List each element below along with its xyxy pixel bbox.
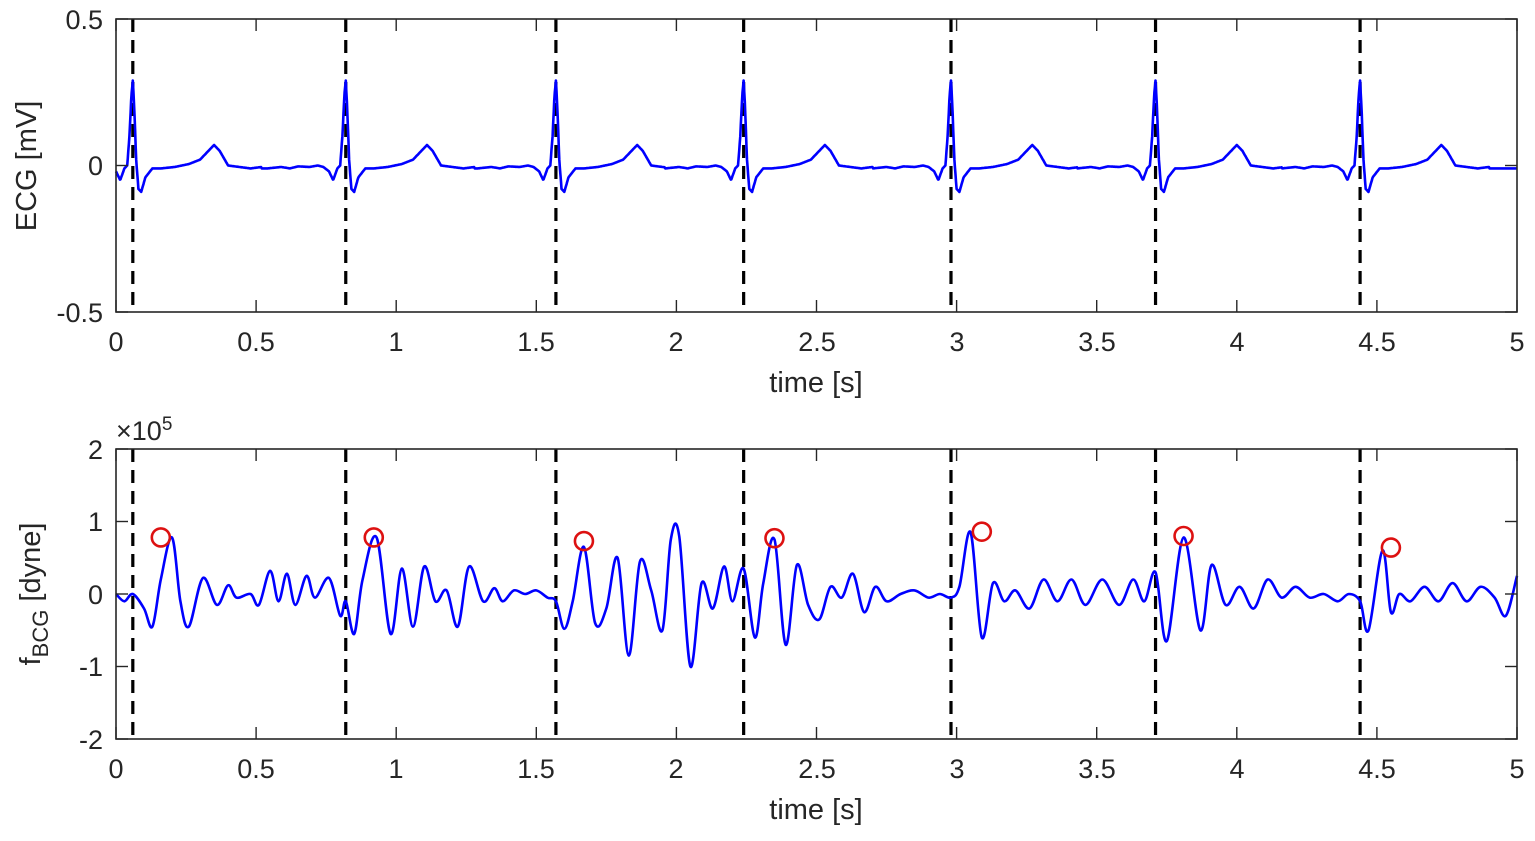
bcg-yaxis-label-main: f — [15, 656, 47, 665]
ecg-xtick-label: 1.5 — [517, 327, 555, 357]
bcg-ticks — [115, 448, 1518, 740]
bcg-peak-marker — [1173, 525, 1194, 547]
bcg-exponent-power: 5 — [162, 414, 173, 435]
bcg-peak-marker — [1380, 537, 1402, 558]
ecg-xtick-label: 2.5 — [798, 327, 836, 357]
bcg-xtick-label: 2.5 — [798, 754, 836, 784]
bcg-peak-marker — [363, 527, 385, 548]
ecg-ticks — [115, 18, 1518, 313]
bcg-peak-marker — [971, 521, 993, 542]
ecg-yaxis-label: ECG [mV] — [11, 101, 43, 232]
bcg-series-line — [115, 522, 1519, 668]
ecg-xtick-label: 3 — [949, 327, 964, 357]
ecg-plot: 0.5 0 -0.5 0 0.5 1 1.5 2 2.5 3 3.5 4 4.5… — [11, 5, 1525, 399]
bcg-xtick-label: 4 — [1229, 754, 1244, 784]
bcg-xtick-label: 5 — [1509, 754, 1524, 784]
bcg-plot-area — [116, 449, 1517, 739]
bcg-xaxis-label: time [s] — [769, 794, 862, 826]
ecg-ytick-label: 0 — [88, 151, 103, 181]
ecg-xtick-label: 0.5 — [237, 327, 275, 357]
ecg-plot-area — [116, 19, 1517, 312]
ecg-xtick-label: 3.5 — [1078, 327, 1116, 357]
bcg-exponent-base: ×10 — [116, 416, 162, 446]
bcg-xtick-label: 4.5 — [1358, 754, 1396, 784]
ecg-ytick-label: -0.5 — [56, 298, 103, 328]
bcg-peak-marker — [573, 530, 595, 552]
bcg-xtick-label: 1 — [388, 754, 403, 784]
ecg-xtick-label: 0 — [108, 327, 123, 357]
bcg-plot: ×105 2 1 0 -1 -2 0 0.5 1 1.5 2 2.5 3 3.5… — [15, 414, 1525, 826]
bcg-exponent-label: ×105 — [116, 414, 172, 446]
ecg-ytick-label: 0.5 — [65, 5, 103, 35]
ecg-xaxis-label: time [s] — [769, 367, 862, 399]
bcg-ytick-label: 2 — [88, 435, 103, 465]
bcg-xtick-label: 0.5 — [237, 754, 275, 784]
bcg-yaxis-label-subscript: BCG — [28, 610, 53, 658]
bcg-ytick-label: -1 — [79, 652, 103, 682]
bcg-ytick-label: 1 — [88, 507, 103, 537]
bcg-yaxis-label-unit: [dyne] — [15, 523, 47, 610]
bcg-xtick-label: 1.5 — [517, 754, 555, 784]
ecg-xtick-label: 1 — [388, 327, 403, 357]
bcg-peak-markers — [150, 521, 1402, 558]
ecg-xtick-label: 4.5 — [1358, 327, 1396, 357]
bcg-ytick-label: -2 — [79, 725, 103, 755]
bcg-xtick-label: 2 — [668, 754, 683, 784]
bcg-yaxis-label: fBCG [dyne] — [15, 523, 53, 666]
bcg-ytick-label: 0 — [88, 580, 103, 610]
ecg-xtick-label: 5 — [1509, 327, 1524, 357]
bcg-xtick-label: 3.5 — [1078, 754, 1116, 784]
bcg-xtick-label: 0 — [108, 754, 123, 784]
bcg-xtick-label: 3 — [949, 754, 964, 784]
ecg-series-line — [114, 79, 1518, 194]
bcg-peak-marker — [150, 527, 172, 548]
bcg-peak-marker — [764, 527, 785, 549]
ecg-xtick-label: 2 — [668, 327, 683, 357]
bcg-r-peak-lines — [131, 449, 1362, 739]
ecg-xtick-label: 4 — [1229, 327, 1244, 357]
ecg-r-peak-lines — [131, 19, 1362, 312]
